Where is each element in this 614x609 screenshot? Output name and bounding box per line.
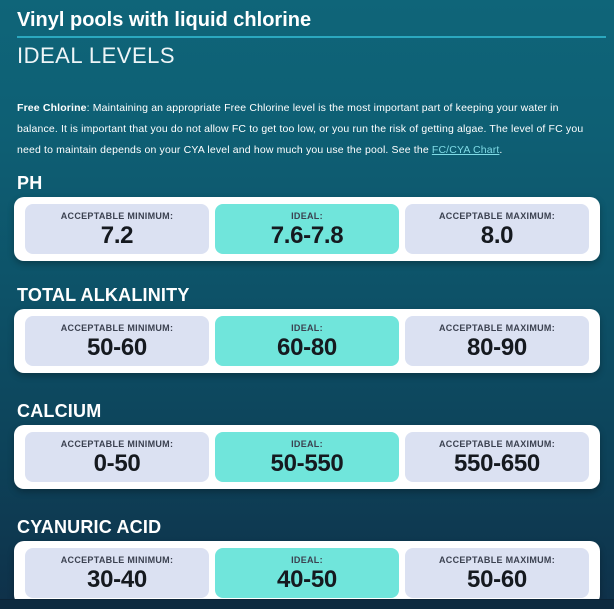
level-box-acceptable-maximum: ACCEPTABLE MAXIMUM: 80-90 <box>405 316 589 366</box>
levels-card: ACCEPTABLE MINIMUM: 50-60 IDEAL: 60-80 A… <box>14 309 600 373</box>
level-box-value: 50-60 <box>467 565 527 593</box>
level-box-ideal: IDEAL: 7.6-7.8 <box>215 204 399 254</box>
footer-strip <box>0 599 614 609</box>
section-title: CALCIUM <box>17 401 102 421</box>
free-chlorine-lead: Free Chlorine <box>17 102 87 114</box>
level-box-value: 0-50 <box>93 449 141 477</box>
level-box-value: 8.0 <box>480 221 514 249</box>
page-title: Vinyl pools with liquid chlorine <box>17 9 312 31</box>
level-box-label: ACCEPTABLE MAXIMUM: <box>438 554 556 565</box>
level-box-ideal: IDEAL: 40-50 <box>215 548 399 598</box>
level-box-label: ACCEPTABLE MAXIMUM: <box>438 322 556 333</box>
level-box-value: 550-650 <box>454 449 540 477</box>
level-box-value: 50-60 <box>87 333 147 361</box>
free-chlorine-text-end: . <box>499 144 503 156</box>
level-box-label: IDEAL: <box>291 554 323 565</box>
levels-card: ACCEPTABLE MINIMUM: 0-50 IDEAL: 50-550 A… <box>14 425 600 489</box>
level-box-value: 30-40 <box>87 565 147 593</box>
level-box-label: IDEAL: <box>291 322 323 333</box>
title-divider <box>17 36 606 38</box>
level-box-label: ACCEPTABLE MINIMUM: <box>60 438 174 449</box>
level-box-acceptable-minimum: ACCEPTABLE MINIMUM: 30-40 <box>25 548 209 598</box>
level-box-ideal: IDEAL: 60-80 <box>215 316 399 366</box>
page-subtitle: IDEAL LEVELS <box>17 43 176 68</box>
section-title: PH <box>17 173 43 193</box>
fc-cya-chart-link[interactable]: FC/CYA Chart <box>431 144 500 156</box>
level-box-acceptable-maximum: ACCEPTABLE MAXIMUM: 50-60 <box>405 548 589 598</box>
level-box-label: IDEAL: <box>291 210 323 221</box>
level-box-acceptable-maximum: ACCEPTABLE MAXIMUM: 550-650 <box>405 432 589 482</box>
free-chlorine-paragraph: Free Chlorine: Maintaining an appropriat… <box>17 98 599 161</box>
section-calcium: CALCIUM ACCEPTABLE MINIMUM: 0-50 IDEAL: … <box>0 401 614 489</box>
level-box-value: 40-50 <box>277 565 337 593</box>
level-box-label: IDEAL: <box>291 438 323 449</box>
level-box-value: 50-550 <box>270 449 344 477</box>
level-box-acceptable-minimum: ACCEPTABLE MINIMUM: 7.2 <box>25 204 209 254</box>
section-title: CYANURIC ACID <box>17 517 162 537</box>
section-total-alkalinity: TOTAL ALKALINITY ACCEPTABLE MINIMUM: 50-… <box>0 285 614 373</box>
section-ph: PH ACCEPTABLE MINIMUM: 7.2 IDEAL: 7.6-7.… <box>0 173 614 261</box>
level-box-label: ACCEPTABLE MAXIMUM: <box>438 438 556 449</box>
level-box-value: 60-80 <box>277 333 337 361</box>
level-box-value: 7.2 <box>100 221 134 249</box>
section-cyanuric-acid: CYANURIC ACID ACCEPTABLE MINIMUM: 30-40 … <box>0 517 614 605</box>
section-title: TOTAL ALKALINITY <box>17 285 190 305</box>
level-box-value: 80-90 <box>467 333 527 361</box>
level-box-label: ACCEPTABLE MINIMUM: <box>60 554 174 565</box>
level-box-value: 7.6-7.8 <box>270 221 344 249</box>
levels-card: ACCEPTABLE MINIMUM: 30-40 IDEAL: 40-50 A… <box>14 541 600 605</box>
free-chlorine-text: : Maintaining an appropriate Free Chlori… <box>17 102 584 156</box>
level-box-acceptable-minimum: ACCEPTABLE MINIMUM: 0-50 <box>25 432 209 482</box>
level-box-label: ACCEPTABLE MINIMUM: <box>60 322 174 333</box>
levels-card: ACCEPTABLE MINIMUM: 7.2 IDEAL: 7.6-7.8 A… <box>14 197 600 261</box>
level-box-acceptable-maximum: ACCEPTABLE MAXIMUM: 8.0 <box>405 204 589 254</box>
level-box-label: ACCEPTABLE MINIMUM: <box>60 210 174 221</box>
level-box-acceptable-minimum: ACCEPTABLE MINIMUM: 50-60 <box>25 316 209 366</box>
level-box-ideal: IDEAL: 50-550 <box>215 432 399 482</box>
level-box-label: ACCEPTABLE MAXIMUM: <box>438 210 556 221</box>
